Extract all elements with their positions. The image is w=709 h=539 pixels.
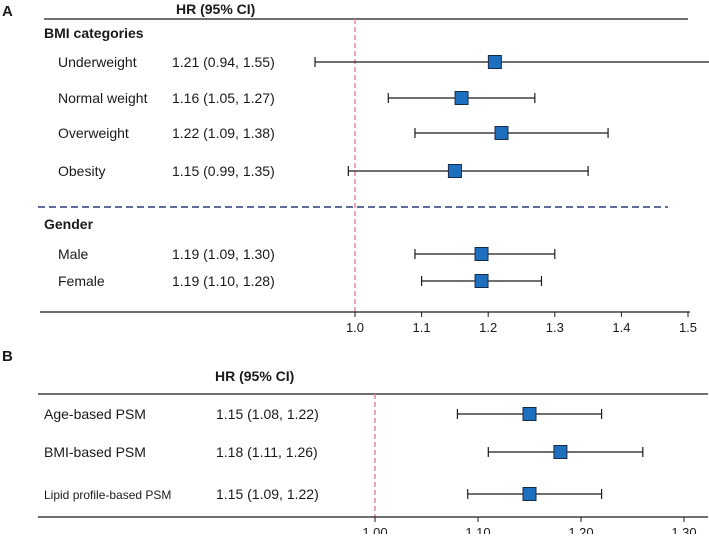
hr-marker [494, 126, 509, 140]
x-tick-label: 1.2 [479, 320, 497, 335]
x-tick-label: 1.3 [546, 320, 564, 335]
x-tick-label: 1.20 [568, 525, 593, 534]
hr-marker [474, 274, 489, 288]
row-label: Male [58, 246, 89, 262]
row-hr-value: 1.21 (0.94, 1.55) [172, 54, 275, 70]
x-tick-label: 1.5 [679, 320, 697, 335]
row-label: Lipid profile-based PSM [44, 488, 171, 502]
row-label: Female [58, 273, 105, 289]
row-label: Overweight [58, 125, 129, 141]
panel-letter: B [2, 348, 13, 365]
row-hr-value: 1.15 (0.99, 1.35) [172, 163, 275, 179]
hr-marker [454, 91, 469, 105]
hr-marker [522, 407, 537, 421]
row-hr-value: 1.15 (1.09, 1.22) [216, 486, 319, 502]
x-tick-label: 1.10 [465, 525, 490, 534]
column-header: HR (95% CI) [176, 1, 255, 17]
row-hr-value: 1.19 (1.09, 1.30) [172, 246, 275, 262]
row-hr-value: 1.19 (1.10, 1.28) [172, 273, 275, 289]
column-header: HR (95% CI) [215, 368, 294, 384]
row-hr-value: 1.18 (1.11, 1.26) [216, 444, 318, 460]
row-label: Age-based PSM [44, 406, 146, 422]
panel-a: A HR (95% CI) 1.0 1.1 1.2 1.3 1.4 1.5 BMI catego… [2, 1, 709, 335]
hr-marker [474, 247, 489, 261]
hr-marker [487, 55, 502, 69]
row-label: Normal weight [58, 90, 148, 106]
panel-b: B HR (95% CI) 1.00 1.10 1.20 1.30 Age-based PS… [2, 348, 708, 539]
x-tick-label: 1.00 [362, 525, 387, 534]
panel-letter: A [2, 3, 13, 20]
x-tick-label: 1.4 [612, 320, 630, 335]
hr-marker [553, 445, 568, 459]
row-hr-value: 1.15 (1.08, 1.22) [216, 406, 319, 422]
hr-marker [447, 164, 462, 178]
x-tick-label: 1.30 [671, 525, 696, 534]
row-label: Underweight [58, 54, 137, 70]
hr-marker [522, 487, 537, 501]
row-hr-value: 1.16 (1.05, 1.27) [172, 90, 275, 106]
group-title: BMI categories [44, 25, 144, 41]
row-label: BMI-based PSM [44, 444, 146, 460]
row-label: Obesity [58, 163, 105, 179]
x-tick-label: 1.1 [413, 320, 431, 335]
row-hr-value: 1.22 (1.09, 1.38) [172, 125, 275, 141]
x-tick-label: 1.0 [346, 320, 364, 335]
group-title: Gender [44, 216, 94, 232]
